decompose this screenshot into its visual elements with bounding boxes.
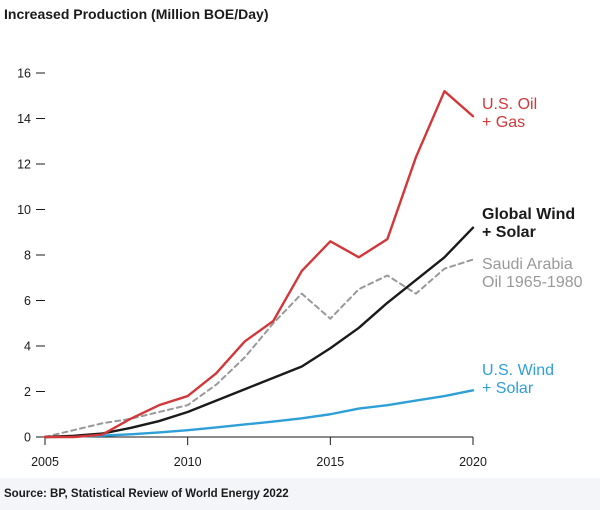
y-tick-label: 2	[24, 385, 31, 399]
y-tick-label: 14	[17, 112, 31, 126]
series-line-saudi-arabia-oil-1965-1980	[44, 258, 474, 438]
series-label-line: Oil 1965-1980	[482, 274, 583, 291]
series-label-line: U.S. Wind	[482, 362, 554, 379]
y-tick-label: 8	[24, 249, 31, 263]
series-label-saudi-arabia-oil-1965-1980: Saudi Arabia Oil 1965-1980	[482, 256, 583, 291]
y-axis: 0 2 4 6 8 10 12 14 16	[17, 67, 45, 445]
y-tick-label: 10	[17, 203, 31, 217]
series-label-line: + Solar	[482, 224, 536, 241]
series-label-line: Global Wind	[482, 206, 575, 223]
y-tick-label: 16	[17, 67, 31, 81]
chart-title: Increased Production (Million BOE/Day)	[4, 6, 268, 22]
y-tick-label: 4	[24, 340, 31, 354]
series-label-line: Saudi Arabia	[482, 256, 573, 273]
y-tick-label: 0	[24, 431, 31, 445]
series-label-line: U.S. Oil	[482, 96, 537, 113]
x-axis: 2005 2010 2015 2020	[31, 436, 487, 469]
series-label-u-s-wind-solar: U.S. Wind + Solar	[482, 362, 554, 397]
x-tick-label: 2015	[316, 455, 344, 469]
series-label-line: + Solar	[482, 380, 534, 397]
series-line-global-wind-solar	[43, 226, 475, 439]
x-tick-label: 2005	[31, 455, 59, 469]
series-label-u-s-oil-gas: U.S. Oil + Gas	[482, 96, 537, 131]
x-tick-label: 2010	[174, 455, 202, 469]
y-tick-label: 12	[17, 158, 31, 172]
series-label-line: + Gas	[482, 114, 525, 131]
source-note: Source: BP, Statistical Review of World …	[4, 488, 289, 500]
series-line-u-s-wind-solar	[43, 389, 475, 439]
y-tick-label: 6	[24, 294, 31, 308]
source-band	[0, 478, 600, 510]
series-group	[43, 89, 475, 439]
series-line-u-s-oil-gas	[43, 89, 475, 439]
series-label-global-wind-solar: Global Wind + Solar	[482, 206, 575, 241]
x-tick-label: 2020	[459, 455, 487, 469]
